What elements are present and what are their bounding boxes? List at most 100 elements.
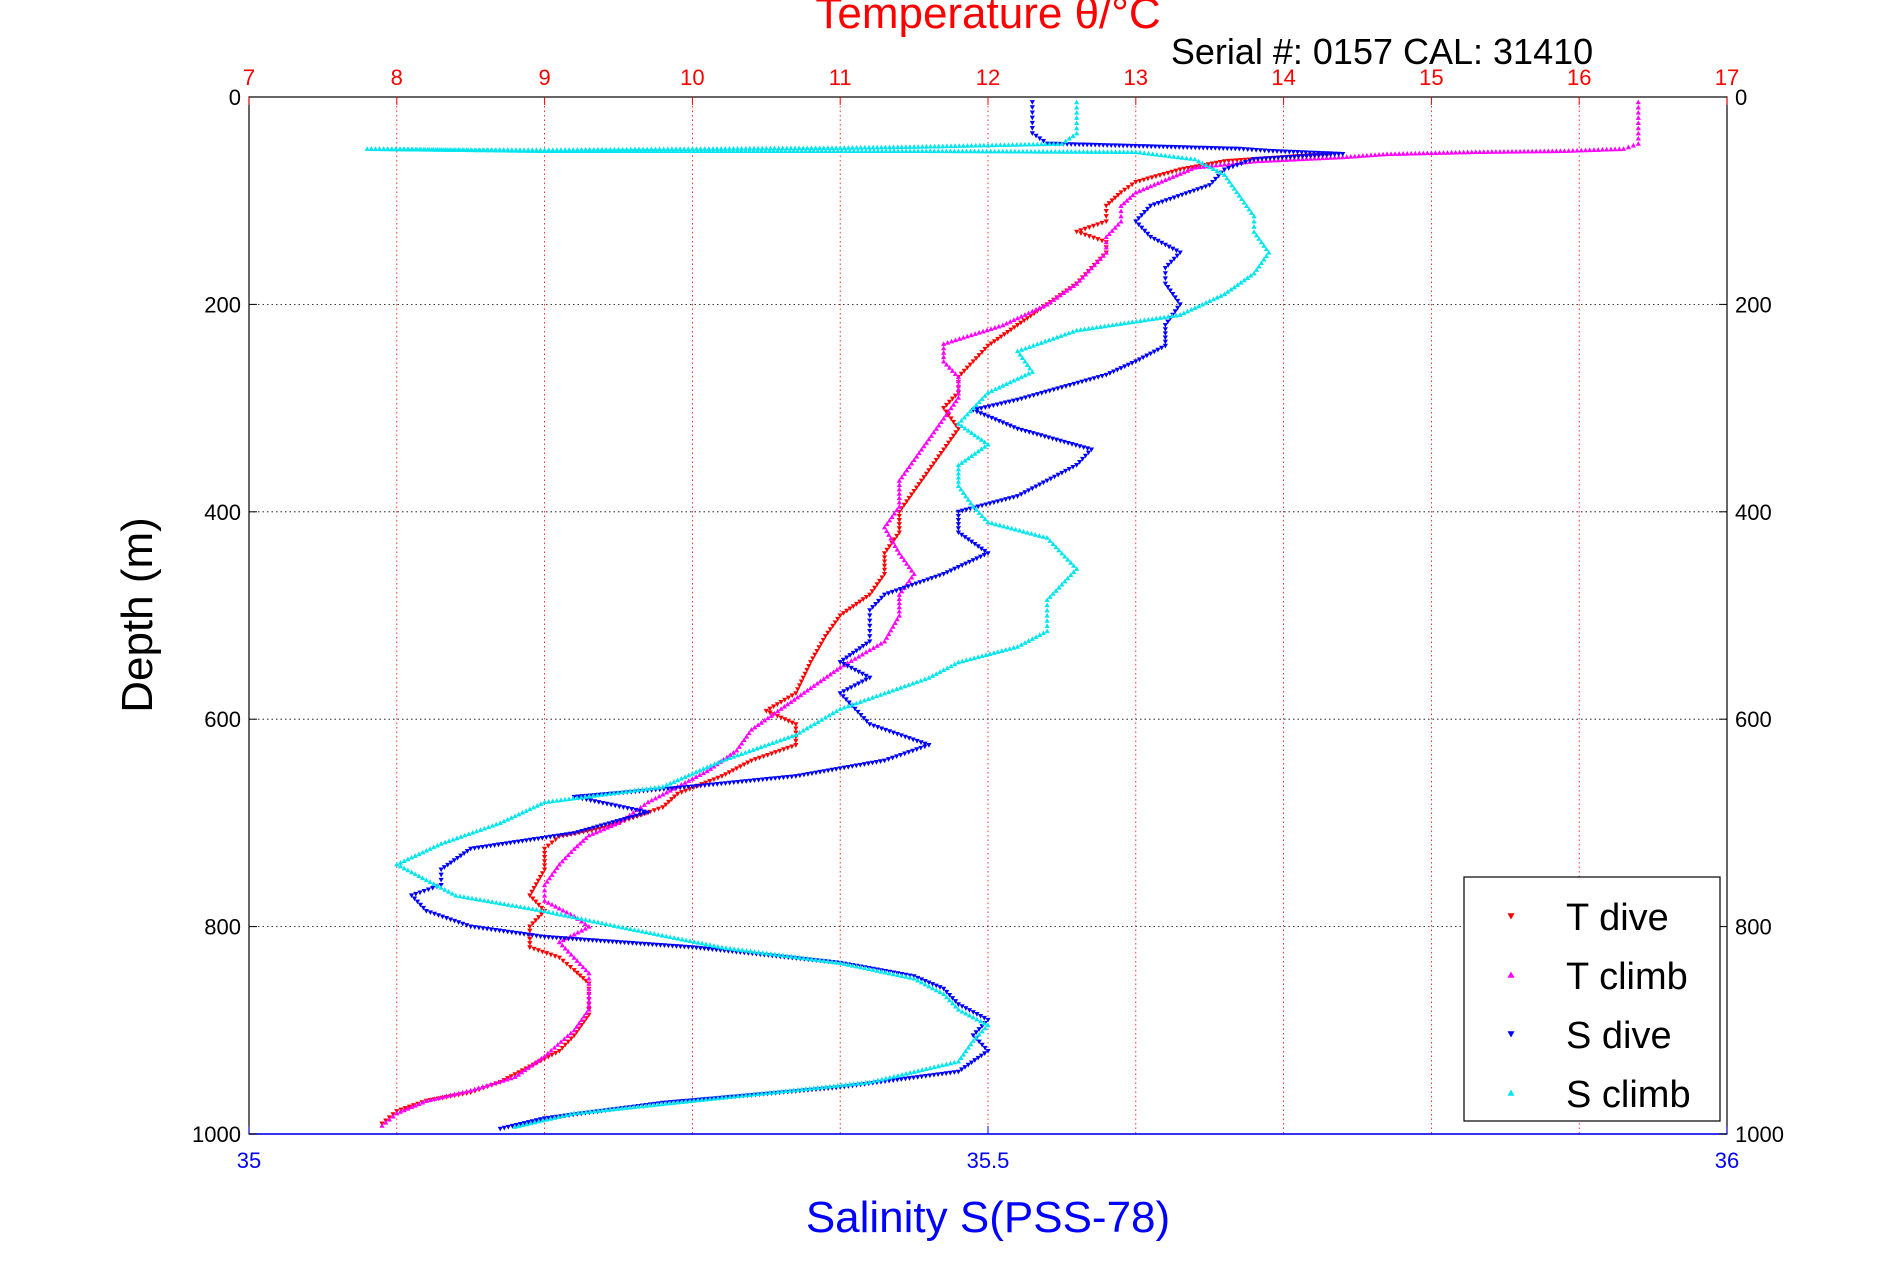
data-point	[894, 507, 900, 513]
data-point	[703, 941, 709, 947]
data-point	[1251, 157, 1257, 162]
data-point	[530, 921, 536, 927]
data-point	[963, 1006, 969, 1011]
data-point	[1189, 165, 1195, 170]
data-point	[955, 395, 962, 400]
data-point	[926, 468, 932, 473]
data-point	[829, 767, 835, 773]
data-point	[586, 986, 592, 991]
data-point	[915, 148, 921, 154]
data-point	[1404, 150, 1410, 156]
data-point	[896, 522, 902, 527]
data-point	[952, 566, 958, 572]
data-point	[579, 1109, 585, 1115]
data-point	[847, 653, 853, 658]
data-point	[499, 841, 506, 847]
data-point	[448, 860, 454, 866]
data-point	[1221, 172, 1228, 177]
data-point	[1428, 150, 1434, 156]
data-point	[941, 415, 947, 421]
data-point	[799, 1086, 805, 1092]
data-point	[873, 602, 879, 607]
data-point	[1139, 213, 1145, 218]
data-point	[881, 571, 888, 577]
data-point	[892, 543, 898, 548]
data-point	[1022, 490, 1028, 495]
data-point	[536, 902, 542, 908]
tick-label-temperature: 8	[391, 65, 403, 90]
data-point	[743, 1092, 749, 1098]
data-point	[1210, 179, 1216, 185]
data-point	[730, 768, 736, 774]
data-point	[879, 148, 885, 154]
data-point	[1340, 154, 1346, 160]
data-point	[715, 1095, 721, 1101]
data-point	[715, 775, 721, 781]
data-point	[519, 809, 526, 815]
data-point	[903, 148, 909, 154]
data-point	[639, 928, 645, 934]
data-point	[985, 414, 991, 419]
data-point	[542, 855, 548, 860]
data-point	[678, 148, 684, 154]
data-point	[941, 406, 947, 411]
data-point	[1051, 474, 1058, 480]
data-point	[874, 968, 880, 973]
data-point	[679, 790, 685, 795]
data-point	[1113, 149, 1119, 154]
data-point	[663, 933, 669, 939]
data-point	[529, 906, 536, 912]
data-point	[1241, 199, 1247, 205]
data-point	[819, 1084, 825, 1090]
data-point	[1263, 156, 1269, 162]
data-point	[1103, 214, 1109, 219]
data-point	[815, 1085, 821, 1090]
data-point	[1319, 153, 1326, 158]
data-point	[1155, 347, 1161, 353]
data-point	[1261, 243, 1267, 248]
data-point	[1212, 146, 1218, 151]
data-point	[785, 718, 792, 724]
data-point	[618, 148, 624, 154]
data-point	[693, 769, 699, 775]
data-point	[384, 146, 390, 152]
data-point	[633, 941, 640, 947]
data-point	[931, 1072, 937, 1078]
data-point	[1048, 476, 1054, 482]
data-point	[936, 143, 942, 149]
data-point	[474, 828, 480, 834]
data-point	[1103, 203, 1109, 209]
data-point	[1022, 640, 1028, 645]
data-point	[882, 144, 888, 150]
data-point	[496, 928, 503, 934]
data-point	[1116, 143, 1122, 149]
data-point	[959, 148, 966, 154]
data-point	[953, 430, 959, 435]
data-point	[1085, 450, 1092, 456]
data-point	[578, 148, 584, 154]
data-point	[666, 799, 672, 805]
data-point	[714, 148, 720, 154]
data-point	[580, 976, 586, 981]
data-point	[762, 717, 768, 723]
data-point	[904, 561, 910, 566]
data-point	[667, 780, 673, 786]
data-point	[890, 539, 896, 545]
data-point	[484, 1082, 490, 1088]
data-point	[795, 1087, 801, 1092]
data-point	[1213, 176, 1219, 182]
data-point	[1162, 266, 1168, 271]
data-point	[1144, 353, 1150, 359]
data-point	[966, 1008, 973, 1013]
data-point	[679, 1099, 685, 1104]
data-point	[719, 1095, 725, 1100]
data-point	[1218, 293, 1224, 298]
data-point	[595, 919, 601, 925]
data-point	[801, 690, 807, 695]
data-point	[438, 841, 444, 846]
data-point	[586, 832, 592, 838]
data-point	[1086, 234, 1092, 239]
data-point	[706, 146, 712, 151]
data-point	[906, 682, 912, 687]
data-point	[955, 509, 962, 515]
